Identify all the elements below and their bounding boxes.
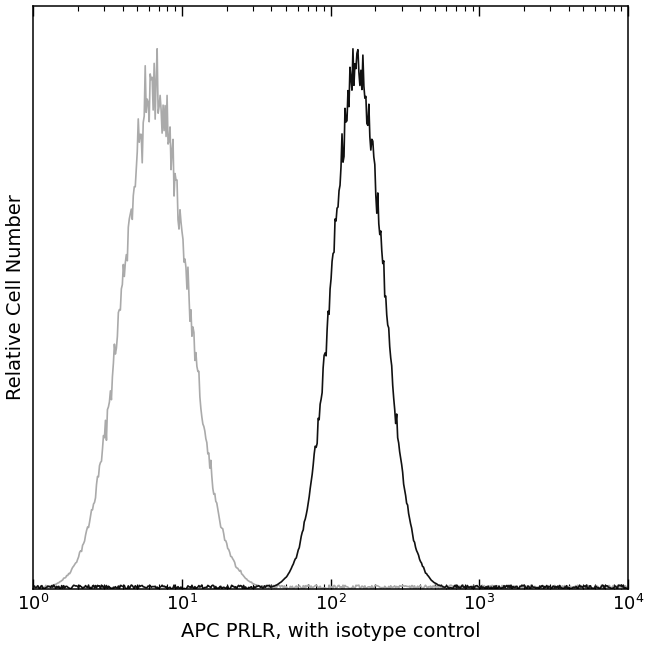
X-axis label: APC PRLR, with isotype control: APC PRLR, with isotype control bbox=[181, 622, 480, 641]
Y-axis label: Relative Cell Number: Relative Cell Number bbox=[6, 194, 25, 400]
